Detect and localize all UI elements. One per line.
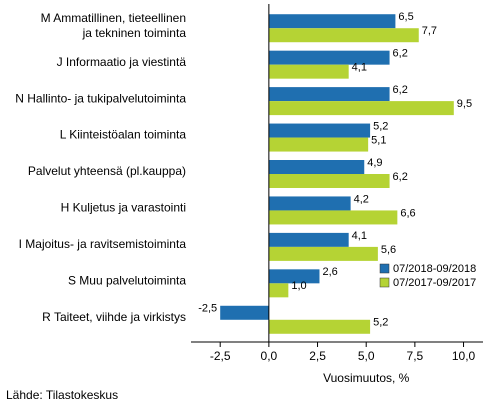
bar-series1-2 bbox=[268, 50, 390, 65]
x-tick-label-6: 10,0 bbox=[452, 349, 476, 363]
value-label-series1-5: 4,9 bbox=[367, 157, 382, 169]
bar-series2-5 bbox=[268, 174, 390, 188]
value-label-series1-8: 2,6 bbox=[322, 266, 337, 278]
category-label-4: L Kiinteistöalan toiminta bbox=[60, 128, 187, 142]
category-label-9: R Taiteet, viihde ja virkistys bbox=[42, 310, 186, 324]
value-label-series2-5: 6,2 bbox=[393, 171, 408, 183]
value-label-series2-1: 7,7 bbox=[422, 25, 437, 37]
x-axis: -2,5 0,0 2,5 5,0 7,5 10,0 bbox=[191, 4, 483, 363]
x-tick-label-2: 0,0 bbox=[261, 349, 278, 363]
value-label-series1-1: 6,5 bbox=[398, 11, 413, 23]
value-label-series2-2: 4,1 bbox=[352, 62, 367, 74]
value-label-series1-6: 4,2 bbox=[354, 193, 369, 205]
x-tick-label-1: -2,5 bbox=[210, 349, 231, 363]
category-label-3: N Hallinto- ja tukipalvelutoiminta bbox=[15, 91, 186, 105]
category-label-8: S Muu palvelutoiminta bbox=[68, 274, 186, 288]
value-label-series1-9: -2,5 bbox=[198, 303, 217, 315]
category-label-2: J Informaatio ja viestintä bbox=[57, 55, 187, 69]
bar-series1-6 bbox=[268, 196, 351, 211]
legend-swatch-2 bbox=[379, 277, 390, 288]
category-label-5: Palvelut yhteensä (pl.kauppa) bbox=[28, 164, 186, 178]
value-label-series2-9: 5,2 bbox=[373, 317, 388, 329]
value-label-series1-3: 6,2 bbox=[393, 84, 408, 96]
value-label-series1-2: 6,2 bbox=[393, 48, 408, 60]
x-tick-label-3: 2,5 bbox=[309, 349, 326, 363]
bar-series1-1 bbox=[268, 14, 396, 29]
bar-series1-4 bbox=[268, 123, 371, 138]
x-axis-title: Vuosimuutos, % bbox=[323, 371, 410, 385]
source-note: Lähde: Tilastokeskus bbox=[6, 388, 119, 402]
bars-group bbox=[220, 14, 454, 334]
category-labels: M Ammatillinen, tieteellinen ja tekninen … bbox=[15, 11, 186, 324]
legend-label-1: 07/2018-09/2018 bbox=[393, 263, 476, 275]
value-label-series2-4: 5,1 bbox=[371, 134, 386, 146]
legend: 07/2018-09/2018 07/2017-09/2017 bbox=[379, 263, 476, 289]
bar-series1-3 bbox=[268, 87, 390, 102]
bar-series1-9 bbox=[220, 305, 269, 320]
value-label-series2-8: 1,0 bbox=[291, 280, 306, 292]
bar-series2-6 bbox=[268, 210, 398, 225]
value-label-series2-7: 5,6 bbox=[381, 244, 396, 256]
category-label-6: H Kuljetus ja varastointi bbox=[61, 201, 186, 215]
bar-series2-4 bbox=[268, 137, 369, 152]
bar-series1-7 bbox=[268, 232, 349, 247]
x-tick-label-4: 5,0 bbox=[358, 349, 375, 363]
bar-series2-9 bbox=[268, 319, 371, 334]
bar-series1-8 bbox=[268, 269, 320, 284]
value-labels: 6,5 7,7 6,2 4,1 6,2 9,5 5,2 5,1 4,9 6,2 4,2 6,6 4,1 5… bbox=[198, 11, 472, 329]
value-label-series1-7: 4,1 bbox=[352, 230, 367, 242]
bar-series2-2 bbox=[268, 64, 349, 79]
bar-series2-8 bbox=[268, 283, 289, 298]
value-label-series2-6: 6,6 bbox=[400, 207, 415, 219]
bar-series2-3 bbox=[268, 101, 454, 116]
bar-series2-7 bbox=[268, 246, 378, 261]
category-label-1: M Ammatillinen, tieteellinen ja tekninen … bbox=[41, 11, 187, 40]
bar-series1-5 bbox=[268, 160, 365, 174]
bar-series2-1 bbox=[268, 28, 419, 43]
x-tick-label-5: 7,5 bbox=[407, 349, 424, 363]
category-label-7: I Majoitus- ja ravitsemistoiminta bbox=[19, 237, 187, 251]
legend-swatch-1 bbox=[379, 263, 390, 274]
value-label-series2-3: 9,5 bbox=[457, 98, 472, 110]
value-label-series1-4: 5,2 bbox=[373, 120, 388, 132]
legend-label-2: 07/2017-09/2017 bbox=[393, 277, 476, 289]
